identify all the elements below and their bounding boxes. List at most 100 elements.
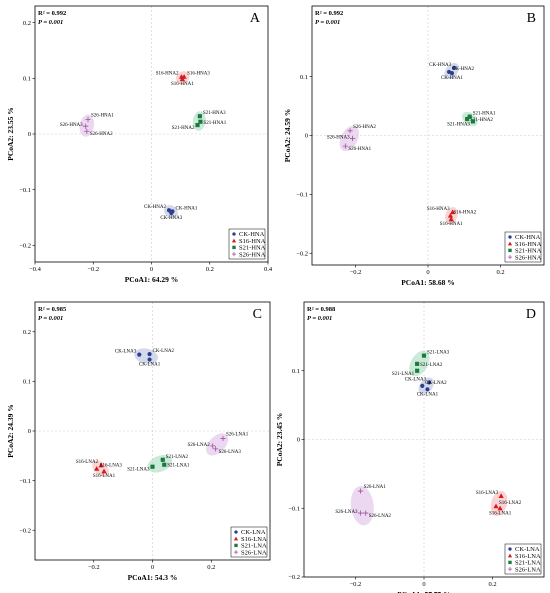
point-label: CK-LNA2 — [153, 349, 175, 354]
legend-marker-ck — [508, 547, 512, 551]
data-point-ck-hna1 — [449, 71, 455, 76]
point-label: CK-HNA2 — [452, 67, 474, 72]
panel-C: −0.2 0 0.2 −0.2 −0.1 0 0.1 0.2 PCoA1: 54.3 % PCoA… — [6, 301, 271, 582]
point-label: S16-HNA3 — [187, 72, 210, 77]
point-label: S26-LNA1 — [364, 485, 387, 490]
point-label: S21-LNA1 — [167, 464, 190, 469]
data-point-s16-lna3 — [498, 493, 504, 498]
point-label: S26-LNA3 — [335, 510, 358, 515]
point-label: S16-HNA2 — [156, 72, 179, 77]
x-axis-label: PCoA1: 58.68 % — [401, 278, 455, 287]
data-point-s21-hna2 — [195, 123, 200, 128]
data-point-s26-hna2 — [347, 128, 353, 134]
panel-letter: D — [526, 307, 536, 322]
x-tick-label: 0.4 — [264, 266, 273, 273]
data-point-ck-lna1 — [147, 357, 152, 362]
point-label: S26-LNA1 — [226, 432, 249, 437]
legend-marker-ck — [508, 235, 512, 239]
data-point-s21-lna2 — [415, 361, 420, 366]
point-label: S21-LNA3 — [427, 351, 450, 356]
point-label: S26-LNA3 — [219, 450, 242, 455]
data-point-s26-hna1 — [85, 116, 91, 123]
x-tick-label: 0.2 — [206, 266, 214, 273]
point-label: S26-HNA2 — [353, 125, 376, 130]
x-tick-label: 0 — [422, 581, 425, 588]
point-label: CK-HNA1 — [175, 206, 197, 211]
x-tick-label: 0.2 — [489, 581, 497, 588]
point-label: S26-HNA3 — [327, 135, 350, 140]
point-label: S21-LNA1 — [392, 372, 415, 377]
confidence-ellipse-ck — [134, 348, 158, 364]
legend-entry: S21-LNA — [515, 560, 541, 567]
x-tick-label: 0 — [151, 564, 154, 571]
legend-entry: S16-HNA — [515, 241, 542, 248]
y-tick-label: 0.1 — [23, 379, 31, 386]
data-point-ck-lna3 — [427, 380, 432, 385]
x-tick-label: 0.2 — [207, 564, 215, 571]
confidence-ellipse-s26 — [79, 114, 95, 137]
p-value-text: P = 0.001 — [315, 19, 340, 26]
legend-entry: CK-HNA — [239, 231, 265, 238]
r-squared-text: R² = 0.988 — [307, 306, 336, 313]
x-tick-label: −0.2 — [350, 581, 362, 588]
data-point-s21-hna3 — [197, 114, 202, 119]
y-axis-label: PCoA2: 23.45 % — [275, 413, 284, 467]
legend-marker-s26 — [507, 567, 513, 572]
point-label: CK-HNA3 — [429, 63, 451, 68]
x-tick-label: −0.4 — [29, 266, 42, 273]
legend-marker-s16 — [231, 238, 237, 243]
data-point-s26-lna2 — [210, 443, 216, 449]
data-point-ck-hna2 — [166, 208, 172, 213]
data-point-ck-lna1 — [425, 387, 430, 392]
point-label: CK-LNA1 — [417, 392, 439, 397]
data-point-s26-hna1 — [342, 143, 348, 149]
point-label: CK-HNA2 — [144, 205, 166, 210]
point-label: S26-HNA1 — [348, 147, 371, 152]
point-label: CK-LNA1 — [139, 363, 161, 368]
legend-entry: CK-HNA — [515, 234, 541, 241]
point-label: S21-HNA2 — [470, 118, 493, 123]
data-point-s21-lna1 — [415, 368, 420, 373]
data-point-s21-lna1 — [162, 462, 167, 467]
data-point-ck-hna3 — [169, 210, 174, 216]
legend-marker-s26 — [231, 252, 237, 257]
p-value-text: P = 0.001 — [307, 315, 332, 322]
y-tick-label: −0.1 — [19, 478, 31, 485]
point-label: CK-HNA3 — [160, 216, 182, 221]
confidence-ellipse-s26 — [339, 125, 360, 152]
data-point-s26-hna3 — [350, 135, 356, 142]
point-label: S21-LNA2 — [420, 363, 443, 368]
data-point-s26-hna3 — [83, 123, 89, 129]
r-squared-text: R² = 0.992 — [38, 10, 66, 17]
legend-entry: S21-HNA — [515, 248, 542, 255]
legend-entry: S21-HNA — [239, 245, 266, 252]
legend-marker-s16 — [507, 553, 513, 558]
r-squared-text: R² = 0.985 — [38, 306, 67, 313]
y-axis-label: PCoA2: 24.59 % — [283, 109, 292, 163]
data-point-s21-hna2 — [465, 116, 470, 122]
point-label: S16-LNA1 — [93, 474, 116, 479]
point-label: S16-HNA1 — [171, 82, 194, 87]
y-tick-label: 0.2 — [23, 20, 31, 27]
x-tick-label: 0 — [426, 269, 429, 276]
data-point-s21-lna2 — [160, 457, 165, 462]
r-squared-text: R² = 0.992 — [315, 10, 343, 17]
data-point-s16-lna1 — [497, 505, 503, 511]
y-axis-label: PCoA2: 24.39 % — [6, 404, 15, 458]
legend-entry: CK-LNA — [241, 529, 266, 536]
y-tick-label: 0.1 — [23, 76, 31, 83]
legend-entry: S16-LNA — [241, 536, 267, 543]
data-point-s16-lna2 — [98, 462, 104, 468]
p-value-text: P = 0.001 — [38, 19, 63, 26]
point-label: S21-LNA2 — [166, 455, 189, 460]
data-point-s16-lna1 — [101, 468, 107, 474]
y-tick-label: −0.2 — [19, 243, 31, 250]
y-tick-label: −0.1 — [19, 187, 31, 194]
legend-entry: CK-LNA — [515, 546, 540, 553]
panel-letter: C — [253, 307, 262, 322]
x-axis-label: PCoA1: 54.3 % — [128, 573, 178, 582]
data-point-s16-hna2 — [447, 212, 454, 218]
p-value-text: P = 0.001 — [38, 315, 63, 322]
data-point-ck-hna3 — [452, 65, 457, 70]
